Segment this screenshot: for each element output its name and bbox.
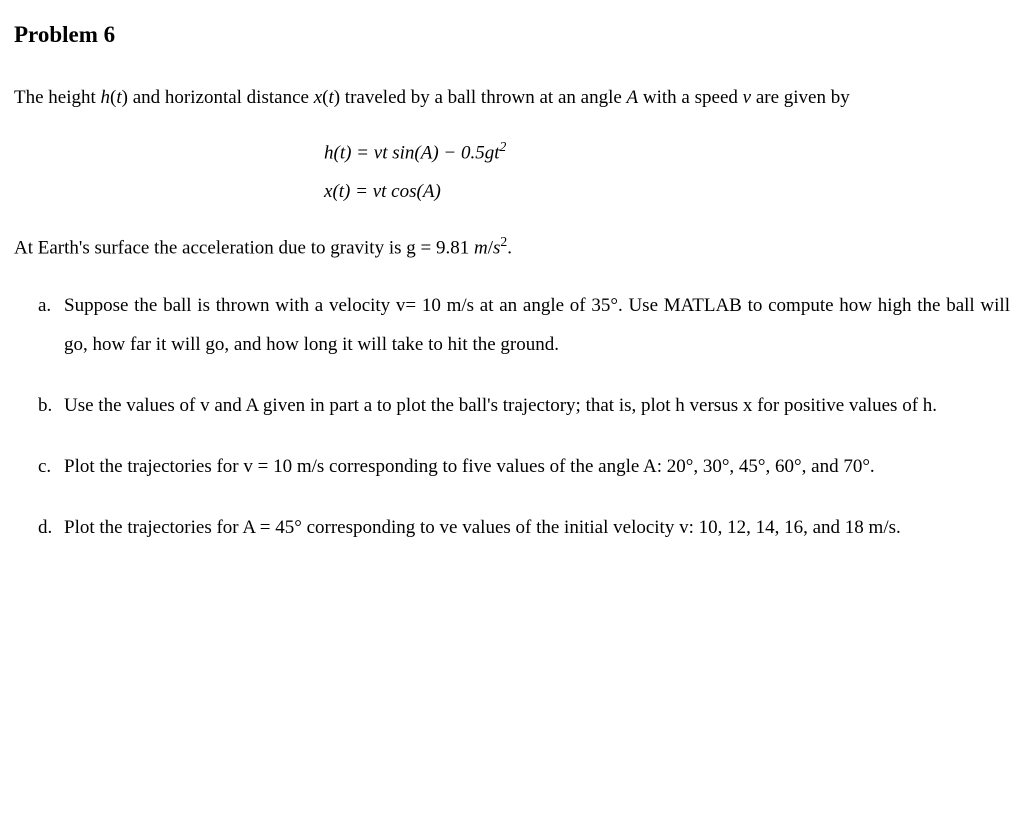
item-body: Plot the trajectories for v = 10 m/s cor… xyxy=(38,448,1010,487)
list-item: b.Use the values of v and A given in par… xyxy=(38,387,1010,426)
item-label: b. xyxy=(38,387,60,426)
list-item: c.Plot the trajectories for v = 10 m/s c… xyxy=(38,448,1010,487)
item-label: c. xyxy=(38,448,60,487)
item-list: a.Suppose the ball is thrown with a velo… xyxy=(14,287,1010,548)
item-body: Plot the trajectories for A = 45° corres… xyxy=(38,509,1010,548)
intro-paragraph: The height h(t) and horizontal distance … xyxy=(14,79,1010,118)
equation-h: h(t) = vt sin(A) − 0.5gt2 xyxy=(324,137,1010,168)
problem-title: Problem 6 xyxy=(14,18,1010,53)
list-item: a.Suppose the ball is thrown with a velo… xyxy=(38,287,1010,365)
list-item: d.Plot the trajectories for A = 45° corr… xyxy=(38,509,1010,548)
equation-block: h(t) = vt sin(A) − 0.5gt2 x(t) = vt cos(… xyxy=(14,137,1010,206)
item-label: a. xyxy=(38,287,60,326)
item-label: d. xyxy=(38,509,60,548)
item-body: Suppose the ball is thrown with a veloci… xyxy=(38,287,1010,365)
item-body: Use the values of v and A given in part … xyxy=(38,387,1010,426)
gravity-statement: At Earth's surface the acceleration due … xyxy=(14,231,1010,264)
equation-x: x(t) = vt cos(A) xyxy=(324,178,1010,207)
